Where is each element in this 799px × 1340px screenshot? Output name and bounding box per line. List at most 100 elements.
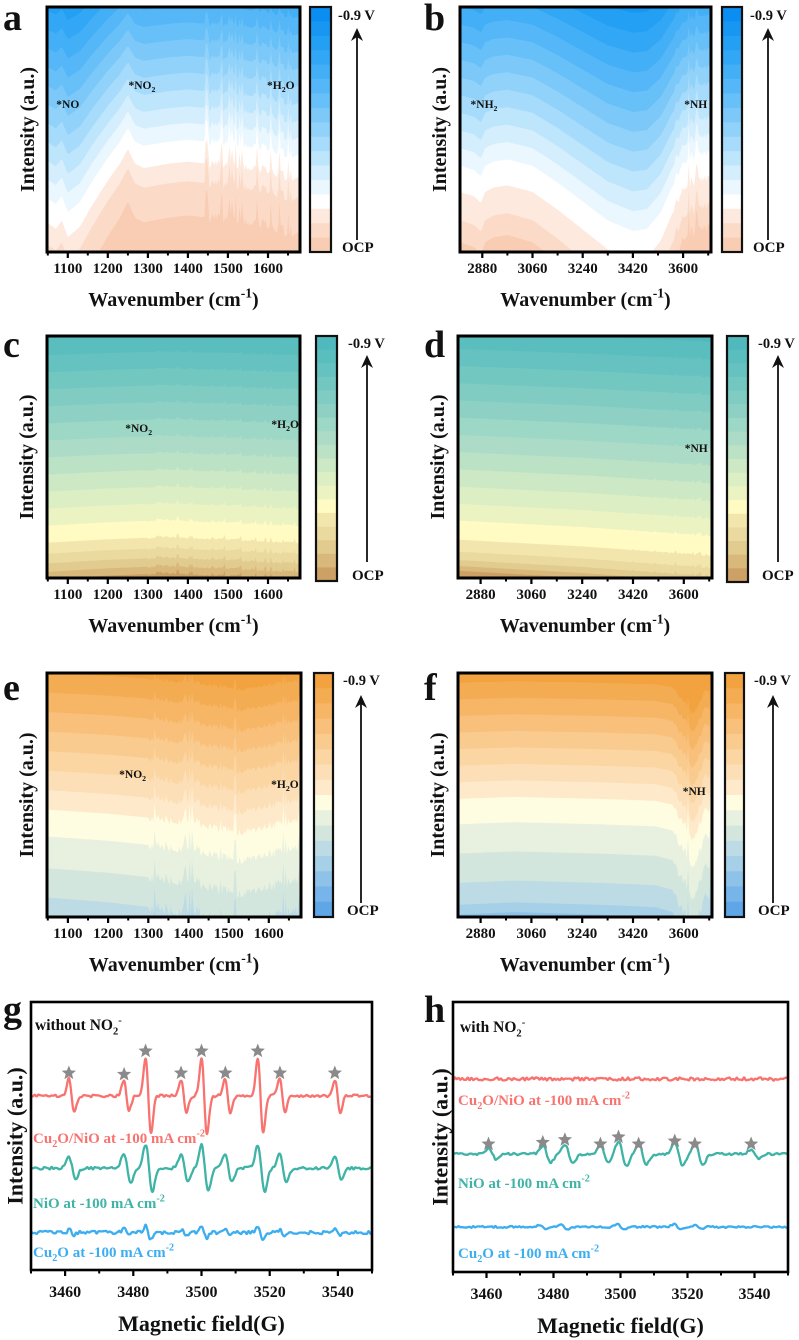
x-tick-label: 3480: [117, 1284, 149, 1301]
colorbar-swatch: [722, 50, 742, 65]
colorbar-swatch: [316, 553, 337, 568]
star-marker-icon: [687, 1136, 702, 1151]
arrow-up-icon: [361, 355, 373, 562]
x-tick-label: 3600: [669, 926, 699, 942]
contour-map: [458, 336, 712, 578]
panel-d: *NH 2880 3060 3240 3420 3600 Wavenumber (cm-1)…: [424, 324, 795, 637]
star-marker-icon: [557, 1132, 572, 1146]
x-axis-label-part: -1: [653, 286, 665, 301]
series-label-part: O at -100 mA cm: [482, 1246, 591, 1262]
arrow-up-icon: [355, 695, 367, 903]
series-label-part: -2: [581, 1174, 590, 1185]
x-tick-label: 3460: [471, 1286, 503, 1303]
peak-annotation-part: *NO: [119, 769, 142, 781]
colorbar-swatch: [727, 377, 748, 392]
star-marker-icon: [272, 1065, 288, 1080]
star-marker-icon: [593, 1136, 608, 1151]
x-tick-label: 3060: [516, 926, 546, 942]
colorbar-border: [720, 5, 744, 254]
y-axis-label: Intensity (a.u.): [427, 394, 449, 519]
x-axis-label: Wavenumber (cm-1): [88, 612, 258, 637]
colorbar-swatch: [310, 237, 331, 253]
colorbar-swatch: [722, 21, 742, 37]
colorbar-top-label: -0.9 V: [343, 673, 380, 689]
plot-condition-label-part: 2: [516, 1028, 521, 1039]
series-line: [30, 1057, 373, 1136]
colorbar-swatch: [310, 194, 331, 210]
colorbar-top-label: -0.9 V: [750, 8, 787, 24]
peak-annotation-part: 2: [286, 424, 290, 433]
x-axis-label-part: -1: [241, 286, 253, 301]
x-axis: 3460 3480 3500 3520 3540: [452, 1272, 789, 1303]
colorbar-swatch: [722, 64, 742, 80]
colorbar-swatch: [727, 459, 748, 474]
colorbar-swatch: [722, 93, 742, 109]
colorbar-swatch: [314, 703, 333, 720]
peak-annotation: *NO2: [119, 769, 146, 783]
plot-condition-label-part: 2: [113, 1026, 118, 1037]
star-marker-icon: [611, 1129, 626, 1144]
panel-letter: a: [3, 0, 22, 39]
colorbar-swatch: [316, 458, 337, 473]
x-tick-label: 3060: [518, 261, 548, 277]
contour-band: [98, 189, 300, 252]
colorbar-swatch: [725, 825, 744, 842]
star-marker-icon: [481, 1136, 496, 1151]
colorbar-swatch: [727, 418, 748, 433]
colorbar-bottom-label: OCP: [753, 240, 785, 256]
x-axis: 2880 3060 3240 3420 3600: [466, 917, 711, 942]
x-tick-label: 1200: [93, 926, 123, 942]
peak-annotation: *NH: [683, 786, 706, 798]
series-label-part: 2: [52, 1253, 57, 1264]
colorbar-swatch: [727, 349, 748, 364]
x-tick-label: 3600: [669, 587, 699, 603]
plot-condition-label: with NO2-: [460, 1017, 526, 1039]
colorbar-swatch: [725, 779, 744, 796]
x-tick-label: 3540: [739, 1286, 771, 1303]
x-axis-label-part: ): [252, 289, 259, 311]
x-axis-label-part: -1: [241, 951, 253, 966]
panel-letter: c: [3, 324, 20, 366]
x-tick-label: 3520: [672, 1286, 704, 1303]
peak-annotation: *NO2: [128, 80, 155, 94]
contour-band: [458, 885, 712, 917]
colorbar-swatch: [310, 21, 331, 37]
x-tick-label: 2880: [466, 587, 496, 603]
colorbar-swatch: [722, 122, 742, 138]
x-tick-label: 1400: [173, 261, 203, 277]
star-marker-icon: [327, 1065, 342, 1080]
colorbar-swatch: [727, 390, 748, 405]
colorbar-swatch: [722, 107, 742, 123]
x-tick-label: 1200: [93, 587, 123, 603]
x-axis-label-part: ): [664, 954, 671, 976]
contour-map: [47, 7, 300, 252]
star-marker-icon: [667, 1133, 682, 1148]
colorbar-swatch: [310, 122, 331, 138]
colorbar-swatch: [727, 513, 748, 528]
colorbar-swatch: [316, 376, 337, 391]
colorbar: -0.9 V OCP: [720, 5, 787, 256]
series-line: [30, 1223, 373, 1241]
star-marker-icon: [138, 1043, 153, 1058]
y-axis-label: Intensity (a.u.): [428, 1068, 453, 1206]
peak-annotation-part: *NH: [685, 443, 708, 455]
x-tick-label: 3420: [618, 587, 648, 603]
x-tick-label: 3240: [567, 926, 597, 942]
x-tick-label: 1300: [133, 587, 163, 603]
x-axis-label-part: Magnetic field(G): [118, 1311, 285, 1336]
contour-map: [47, 673, 301, 917]
colorbar-swatch: [722, 208, 742, 224]
x-tick-label: 3060: [516, 587, 546, 603]
peak-annotation: *NH2: [471, 99, 498, 113]
x-axis: 1100 1200 1300 1400 1500 1600: [46, 252, 289, 277]
colorbar-swatch: [310, 64, 331, 80]
peak-annotation-part: *NO: [56, 99, 79, 111]
colorbar-swatch: [722, 136, 742, 152]
contour-band: [458, 570, 586, 578]
x-axis-label-part: -1: [241, 612, 253, 627]
contour-map: [458, 673, 712, 917]
x-axis-label-part: ): [664, 615, 671, 637]
